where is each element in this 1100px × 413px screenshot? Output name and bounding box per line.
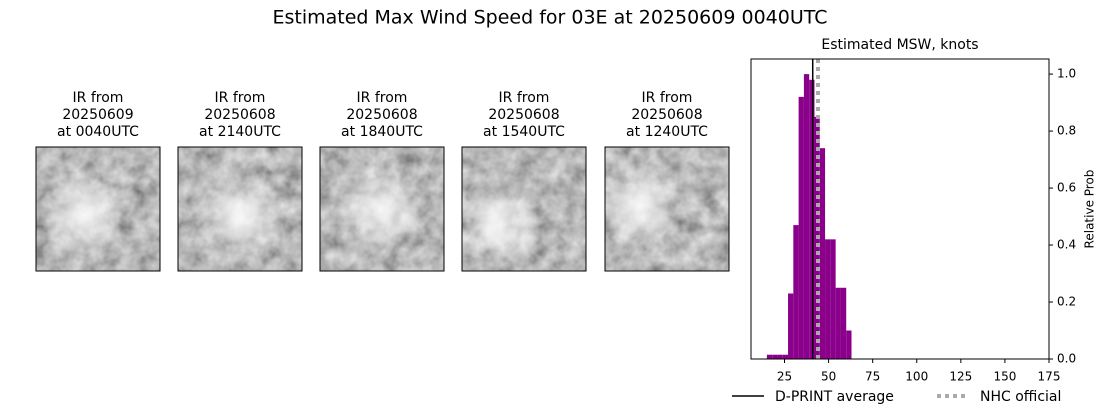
x-tick-label: 175 [1038,370,1061,384]
ir-cloud [595,160,685,250]
ir-frame [604,146,730,272]
bar [766,354,773,359]
x-tick-label: 100 [905,370,928,384]
x-tick-label: 125 [949,370,972,384]
panel-label: IR from [357,90,408,106]
panel-label: IR from [215,90,266,106]
chart: Estimated MSW, knots D-PRINT average NHC o… [732,37,1097,405]
panel-label: 20250609 [62,107,133,123]
bar [809,79,815,359]
panel-label: at 1240UTC [626,124,708,140]
bar [819,148,826,359]
bar [840,287,847,359]
legend-label: NHC official [980,389,1061,405]
bar [793,225,799,359]
ir-frame [461,146,587,272]
panel-label: 20250608 [204,107,275,123]
panel-label: at 2140UTC [199,124,281,140]
y-axis-label: Relative Prob [1083,170,1097,249]
panel-label: IR from [499,90,550,106]
panel-label: IR from [73,90,124,106]
ir-frame [319,146,445,272]
y-tick-label: 0.6 [1057,181,1076,195]
bar [830,239,836,359]
bar [777,354,783,359]
y-tick-label: 0.2 [1057,295,1076,309]
ir-frame [35,146,161,272]
bar [782,354,789,359]
panel-label: 20250608 [488,107,559,123]
ir-cloud [195,170,285,260]
panel-label: 20250608 [346,107,417,123]
panel-label: IR from [642,90,693,106]
panel-label: 20250608 [631,107,702,123]
bar [788,293,794,359]
bar [846,330,852,359]
bar [798,96,804,360]
x-tick-label: 50 [821,370,836,384]
ir-cloud [455,180,545,270]
x-tick-label: 150 [993,370,1016,384]
panel-label: at 1540UTC [483,124,565,140]
ir-frame [177,146,303,272]
chart-title: Estimated MSW, knots [821,37,978,53]
bar [772,354,778,359]
y-tick-label: 0.0 [1057,352,1076,366]
panel-label: at 0040UTC [57,124,139,140]
ir-cloud [40,170,130,260]
y-tick-label: 0.4 [1057,238,1076,252]
bar [835,287,841,359]
y-tick-label: 1.0 [1057,67,1076,81]
bar [825,239,831,359]
y-tick-label: 0.8 [1057,124,1076,138]
ir-cloud [335,165,425,255]
x-tick-label: 75 [865,370,880,384]
legend-label: D-PRINT average [775,389,894,405]
figure-title: Estimated Max Wind Speed for 03E at 2025… [272,7,827,29]
plot-frame [750,58,1050,360]
x-tick-label: 25 [777,370,792,384]
panel-label: at 1840UTC [341,124,423,140]
bar [803,74,810,359]
